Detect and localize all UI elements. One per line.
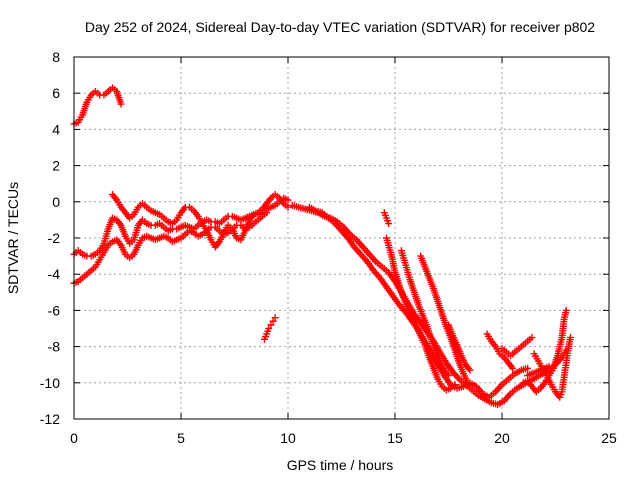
data-point — [269, 317, 277, 325]
data-point — [509, 364, 517, 372]
data-point — [385, 220, 393, 228]
y-tick-label: -2 — [48, 230, 61, 246]
data-point — [117, 100, 125, 108]
data-marks — [70, 84, 574, 409]
data-point — [566, 334, 574, 342]
data-point — [528, 334, 536, 342]
data-point — [267, 321, 275, 329]
x-tick-label: 20 — [494, 430, 510, 446]
y-tick-label: -4 — [48, 266, 61, 282]
x-tick-label: 15 — [387, 430, 403, 446]
x-tick-label: 25 — [601, 430, 617, 446]
y-tick-label: -10 — [40, 375, 60, 391]
series-segment — [109, 191, 292, 251]
series-segment — [70, 84, 125, 128]
series-segment — [519, 306, 570, 396]
x-tick-labels: 0 5 10 15 20 25 — [70, 430, 617, 446]
y-tick-label: 2 — [52, 158, 60, 174]
series-segment — [382, 234, 459, 394]
y-axis-label: SDTVAR / TECUs — [5, 182, 21, 294]
data-point — [524, 364, 532, 372]
data-point — [263, 209, 271, 217]
y-tick-label: -12 — [40, 411, 60, 427]
data-point — [271, 314, 279, 322]
series-segment — [524, 363, 553, 380]
data-point — [466, 366, 474, 374]
x-tick-label: 0 — [70, 430, 78, 446]
series-segment — [483, 330, 517, 372]
y-tick-label: 8 — [52, 49, 60, 65]
data-point — [284, 203, 292, 211]
axis-ticks — [73, 56, 610, 420]
y-tick-labels: -12 -10 -8 -6 -4 -2 0 2 4 6 8 — [40, 49, 60, 427]
chart-title: Day 252 of 2024, Sidereal Day-to-day VTE… — [85, 19, 595, 35]
y-tick-label: 0 — [52, 194, 60, 210]
y-tick-label: 6 — [52, 85, 60, 101]
series-segment — [380, 209, 393, 228]
series-segment — [397, 247, 452, 380]
series-segment — [260, 314, 279, 343]
y-tick-label: -8 — [48, 339, 61, 355]
series-segment — [445, 321, 474, 374]
data-point — [545, 363, 553, 371]
x-tick-label: 5 — [177, 430, 185, 446]
y-tick-label: -6 — [48, 302, 61, 318]
y-tick-label: 4 — [52, 121, 60, 137]
x-tick-label: 10 — [280, 430, 296, 446]
x-axis-label: GPS time / hours — [287, 457, 394, 473]
data-point — [265, 325, 273, 332]
data-point — [464, 379, 472, 387]
data-point — [451, 381, 459, 389]
data-point — [562, 306, 570, 314]
data-point — [445, 372, 452, 380]
data-point — [284, 196, 292, 204]
series-segment — [498, 334, 536, 360]
